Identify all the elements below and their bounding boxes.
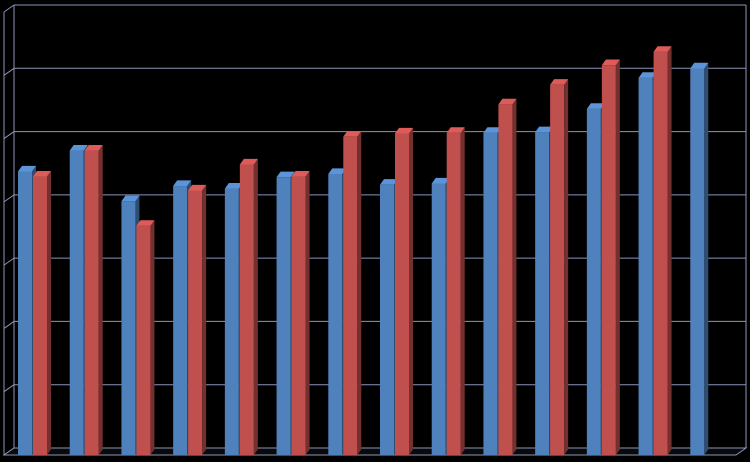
bar-s2-c7 xyxy=(343,131,362,455)
bar-s2-c8 xyxy=(395,127,413,455)
bar-s2-c6 xyxy=(291,170,310,456)
side-wall-gridline xyxy=(3,4,15,13)
bar-s2-c10 xyxy=(498,98,517,455)
side-wall-gridline xyxy=(3,131,15,139)
chart-floor xyxy=(2,447,748,456)
bar-s2-c4 xyxy=(188,184,207,456)
side-wall-gridline xyxy=(3,67,15,76)
gridlines xyxy=(2,4,748,456)
bar-s2-c12 xyxy=(601,59,620,456)
bar-s1-c14 xyxy=(690,62,709,456)
bar-s2-c11 xyxy=(550,79,569,456)
bar-s2-c13 xyxy=(653,46,672,456)
side-wall-gridline xyxy=(3,194,15,203)
bars xyxy=(18,46,709,456)
bar-s2-c5 xyxy=(239,158,258,456)
bar-s2-c2 xyxy=(84,144,103,456)
side-wall-gridline xyxy=(3,257,15,266)
bar-s2-c1 xyxy=(33,170,51,456)
bar-s2-c9 xyxy=(446,127,465,456)
side-wall-gridline xyxy=(3,321,15,329)
bar-s2-c3 xyxy=(136,220,155,455)
side-wall-gridline xyxy=(3,384,15,393)
